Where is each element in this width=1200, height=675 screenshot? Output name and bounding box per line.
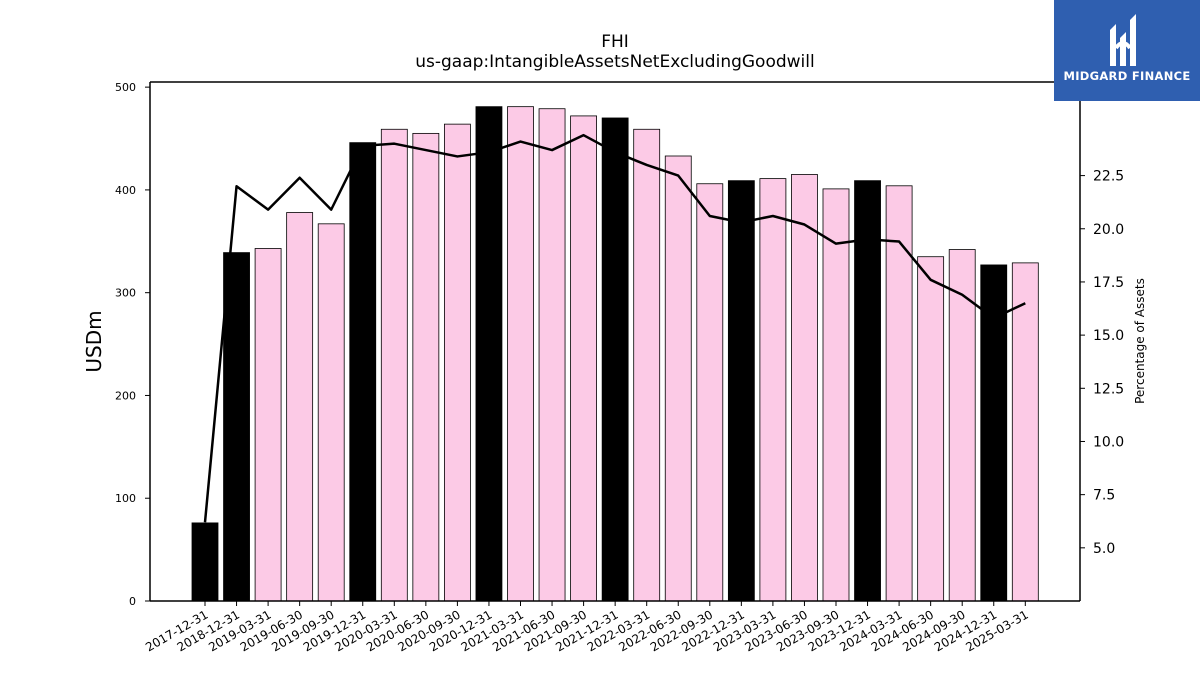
bar xyxy=(948,249,976,602)
bar xyxy=(601,117,629,602)
y2-tick-label: 17.5 xyxy=(1093,275,1124,291)
bar xyxy=(664,155,692,602)
logo-text: MIDGARD FINANCE xyxy=(1063,69,1191,83)
y2-tick-label: 7.5 xyxy=(1093,488,1115,504)
bar xyxy=(727,180,755,602)
bar xyxy=(349,142,377,602)
y2-tick-label: 5.0 xyxy=(1093,541,1115,557)
bar xyxy=(443,123,471,602)
bar xyxy=(223,252,250,602)
y2-tick-label: 22.5 xyxy=(1093,169,1124,185)
y-axis-label: USDm xyxy=(82,310,106,372)
y2-tick-label: 20.0 xyxy=(1093,222,1124,238)
bar xyxy=(791,174,818,602)
y-tick-label: 0 xyxy=(129,595,136,608)
y2-axis-label: Percentage of Assets xyxy=(1133,278,1147,404)
bar xyxy=(286,212,314,602)
bar xyxy=(1011,262,1039,602)
y-tick-label: 300 xyxy=(115,287,136,300)
bar xyxy=(507,106,534,602)
y2-tick-label: 15.0 xyxy=(1093,328,1124,344)
bar xyxy=(854,180,881,602)
y-tick-label: 400 xyxy=(115,184,136,197)
bar xyxy=(380,128,408,602)
y2-tick-label: 12.5 xyxy=(1093,381,1124,397)
bar xyxy=(570,115,597,602)
bar xyxy=(980,264,1008,602)
bar xyxy=(759,178,787,602)
bar xyxy=(317,223,345,602)
y-tick-label: 500 xyxy=(115,81,136,94)
brand-logo: MIDGARD FINANCE xyxy=(1054,0,1200,101)
bar xyxy=(412,132,440,602)
bar xyxy=(696,183,724,602)
y2-tick-label: 10.0 xyxy=(1093,434,1124,450)
bar xyxy=(254,248,282,602)
bar xyxy=(538,108,566,602)
percentage-line xyxy=(203,133,1026,523)
y-tick-label: 200 xyxy=(115,389,136,402)
chart-title: FHI xyxy=(601,32,629,52)
y-tick-label: 100 xyxy=(115,492,136,505)
bar xyxy=(633,128,661,602)
bar xyxy=(475,106,503,602)
logo-mark-icon xyxy=(1110,14,1136,66)
chart-subtitle: us-gaap:IntangibleAssetsNetExcludingGood… xyxy=(415,52,815,72)
bar xyxy=(822,188,850,602)
bar xyxy=(885,185,913,602)
bar xyxy=(191,522,219,602)
bar xyxy=(917,256,945,602)
